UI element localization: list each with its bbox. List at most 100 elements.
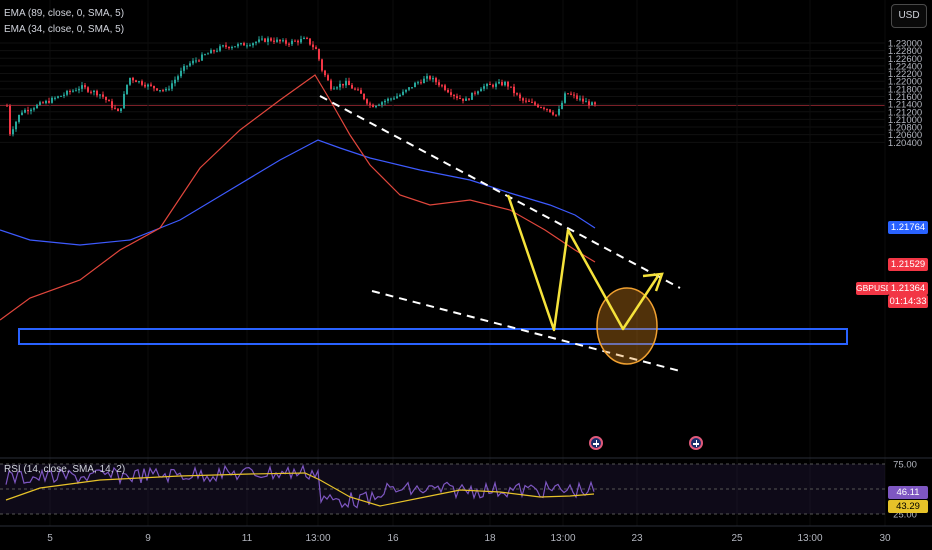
candle-body (108, 100, 110, 102)
candle-body (210, 50, 212, 54)
candle-body (513, 86, 515, 94)
ema-89-path (0, 139, 596, 246)
time-tick-label: 11 (242, 533, 253, 544)
candle-body (417, 82, 419, 84)
candle-body (492, 84, 494, 87)
candle-body (285, 40, 287, 44)
candle-body (294, 40, 296, 42)
candle-body (114, 107, 116, 109)
rsi-legend[interactable]: RSI (14, close, SMA, 14, 2) (4, 464, 126, 475)
candle-body (255, 41, 257, 44)
candle-body (72, 90, 74, 92)
candle-body (324, 70, 326, 76)
candle-body (564, 93, 566, 103)
candle-body (474, 92, 476, 94)
candle-body (96, 90, 98, 96)
price-tick-label: 1.21600 (888, 92, 922, 103)
candle-body (99, 94, 101, 96)
candle-body (291, 40, 293, 45)
candle-body (471, 92, 473, 100)
candle-body (57, 96, 59, 98)
candle-body (216, 50, 218, 52)
candle-body (261, 38, 263, 40)
candle-body (207, 53, 209, 55)
candle-body (42, 102, 44, 104)
candle-body (348, 80, 350, 86)
price-tick-label: 1.20400 (888, 138, 922, 149)
candle-body (438, 82, 440, 86)
candle-body (423, 78, 425, 84)
candle-body (489, 83, 491, 85)
candle-body (195, 60, 197, 62)
candle-body (555, 114, 557, 116)
ema-34-line (0, 74, 596, 321)
candle-body (426, 76, 428, 79)
candle-body (237, 44, 239, 47)
candle-body (105, 96, 107, 101)
candle-body (567, 93, 569, 95)
drawings (18, 95, 848, 372)
ema-89-legend[interactable]: EMA (89, close, 0, SMA, 5) (4, 8, 125, 19)
candle-body (369, 103, 371, 105)
candle-body (240, 43, 242, 45)
candle-body (279, 39, 281, 42)
candle-body (24, 109, 26, 113)
time-tick-label: 13:00 (550, 533, 575, 544)
candle-body (390, 98, 392, 100)
candle-body (402, 91, 404, 95)
candle-body (27, 109, 29, 112)
candle-body (183, 66, 185, 71)
candle-body (219, 46, 221, 51)
candle-body (213, 50, 215, 52)
candle-body (591, 102, 593, 106)
rsi-value-label: 46.11 (888, 486, 928, 499)
candle-body (531, 101, 533, 103)
rsi-ma-label: 43.29 (888, 500, 928, 513)
candle-body (435, 78, 437, 83)
candle-body (201, 54, 203, 61)
uk-flag-event-icon[interactable] (589, 436, 603, 450)
ema34-price-label: 1.21529 (888, 258, 928, 271)
currency-button[interactable]: USD (891, 4, 927, 28)
candle-body (360, 90, 362, 94)
candle-body (519, 94, 521, 99)
candle-body (267, 38, 269, 42)
candle-body (573, 94, 575, 96)
ema-34-legend[interactable]: EMA (34, close, 0, SMA, 5) (4, 24, 125, 35)
candle-body (327, 75, 329, 81)
time-tick-label: 25 (731, 533, 743, 544)
candle-body (174, 79, 176, 84)
candle-body (447, 89, 449, 93)
last-price-label: 1.21364 (888, 282, 928, 295)
candle-body (168, 88, 170, 90)
price-tick-label: 1.21400 (888, 100, 922, 111)
candle-body (192, 60, 194, 64)
candle-body (276, 39, 278, 42)
candle-body (483, 86, 485, 89)
candle-body (222, 45, 224, 47)
candle-body (594, 102, 596, 105)
candle-body (246, 45, 248, 47)
candle-body (540, 107, 542, 109)
candle-body (393, 98, 395, 100)
uk-flag-event-icon[interactable] (689, 436, 703, 450)
candle-body (36, 104, 38, 109)
rsi-ma-line (5, 472, 595, 507)
candle-body (345, 80, 347, 86)
candle-body (177, 76, 179, 80)
price-tick-label: 1.22200 (888, 69, 922, 80)
candle-body (123, 94, 125, 109)
channel-lower-line (371, 290, 681, 372)
candle-body (366, 99, 368, 104)
candle-body (144, 84, 146, 87)
candle-body (522, 98, 524, 101)
candle-body (186, 65, 188, 67)
candle-body (420, 82, 422, 84)
candle-body (54, 97, 56, 99)
candle-body (117, 108, 119, 112)
candle-body (159, 90, 161, 92)
candle-body (189, 63, 191, 66)
candle-body (18, 114, 20, 122)
candle-body (129, 77, 131, 85)
